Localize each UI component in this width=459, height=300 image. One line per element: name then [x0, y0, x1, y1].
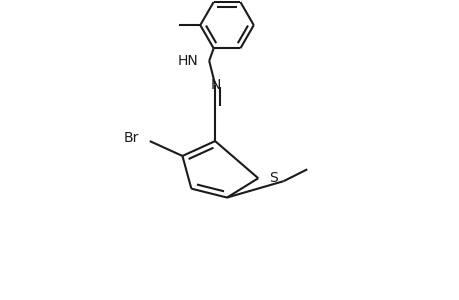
Text: N: N	[210, 78, 221, 92]
Text: Br: Br	[124, 130, 139, 145]
Text: HN: HN	[178, 54, 198, 68]
Text: S: S	[268, 171, 277, 185]
